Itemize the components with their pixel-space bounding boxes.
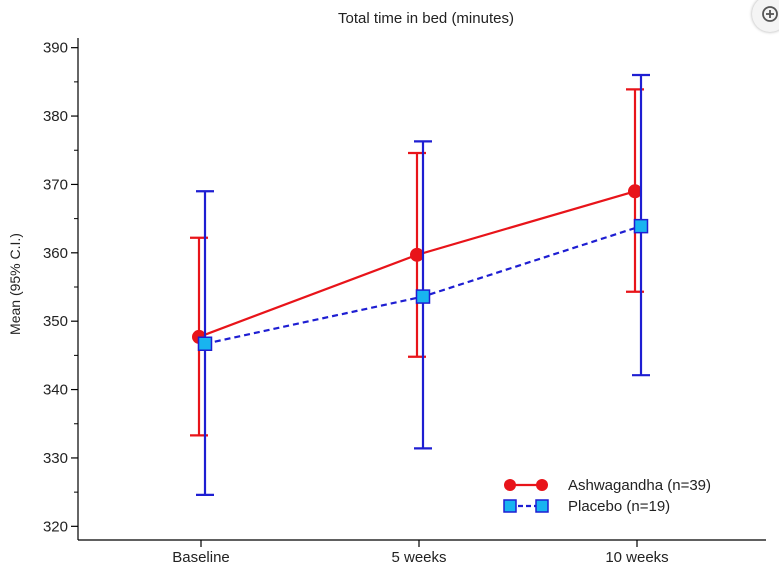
legend-marker — [536, 479, 548, 491]
legend-marker — [504, 479, 516, 491]
data-point — [410, 247, 424, 262]
y-tick-label: 370 — [43, 176, 68, 193]
data-point — [628, 184, 642, 199]
legend-marker — [503, 499, 517, 513]
legend-item-ashwagandha — [504, 479, 548, 491]
zoom-button[interactable] — [752, 0, 779, 32]
y-ticks: 320 330 340 350 360 370 380 390 — [43, 40, 78, 535]
zoom-in-icon — [762, 6, 778, 22]
chart-title: Total time in bed (minutes) — [338, 10, 514, 27]
y-tick-label: 340 — [43, 382, 68, 399]
y-tick-label: 320 — [43, 518, 68, 535]
legend: Ashwagandha (n=39) Placebo (n=19) — [503, 477, 711, 515]
legend-label-ashwagandha: Ashwagandha (n=39) — [568, 477, 711, 494]
data-point — [633, 218, 649, 234]
series-placebo — [196, 73, 650, 496]
y-tick-label: 330 — [43, 450, 68, 467]
x-tick-label: 10 weeks — [605, 549, 668, 566]
x-tick-label: 5 weeks — [391, 549, 446, 566]
legend-label-placebo: Placebo (n=19) — [568, 498, 670, 515]
legend-marker — [535, 499, 549, 513]
legend-item-placebo — [503, 499, 549, 513]
y-tick-label: 390 — [43, 40, 68, 57]
y-tick-label: 380 — [43, 108, 68, 125]
axes — [77, 38, 766, 541]
x-ticks: Baseline 5 weeks 10 weeks — [172, 540, 669, 566]
data-point — [415, 289, 431, 304]
x-tick-label: Baseline — [172, 549, 230, 566]
y-axis-label: Mean (95% C.I.) — [7, 233, 23, 335]
data-point — [197, 336, 213, 352]
series-layer — [190, 73, 650, 496]
y-tick-label: 360 — [43, 245, 68, 262]
y-tick-label: 350 — [43, 313, 68, 330]
